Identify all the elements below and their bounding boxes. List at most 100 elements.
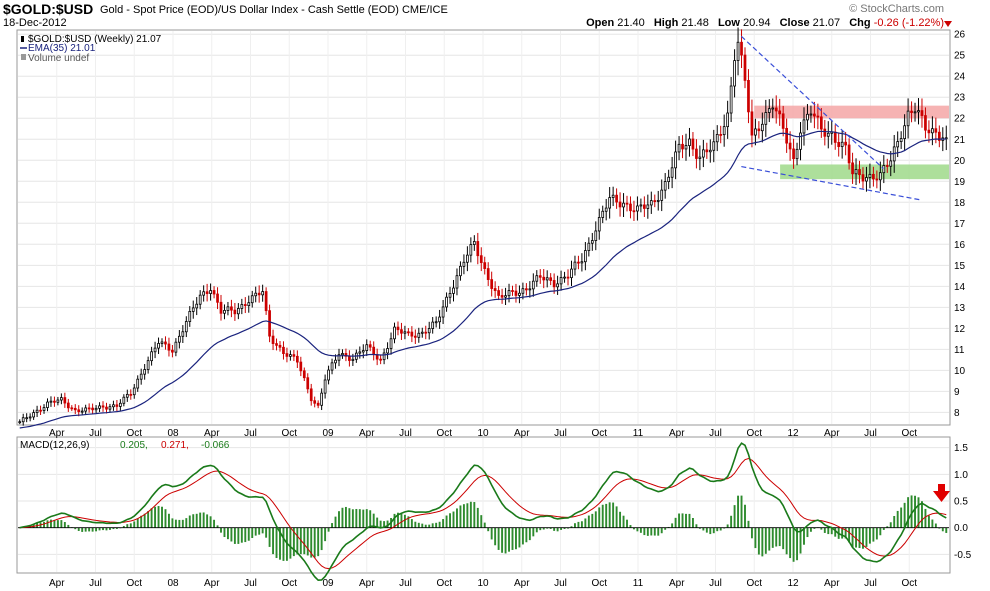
- macd-histogram-bar: [771, 527, 774, 548]
- candle-body: [80, 410, 84, 413]
- candle-body: [247, 302, 251, 307]
- candle-body: [747, 80, 750, 113]
- candle-body: [264, 291, 268, 312]
- macd-histogram-bar: [789, 527, 792, 559]
- candle-body: [667, 176, 671, 182]
- price-x-tick-label: Jul: [89, 428, 102, 439]
- macd-histogram-bar: [102, 527, 104, 531]
- candle-body: [403, 331, 407, 334]
- candle-body: [840, 141, 844, 147]
- candle-body: [320, 392, 323, 406]
- macd-histogram-bar: [490, 527, 493, 540]
- macd-histogram-bar: [757, 527, 760, 555]
- candle-body: [643, 204, 646, 209]
- candle-body: [434, 321, 438, 324]
- macd-histogram-bar: [462, 504, 465, 528]
- candle-body: [84, 407, 88, 412]
- price-x-tick-label: Oct: [281, 428, 297, 439]
- macd-histogram-bar: [220, 527, 222, 533]
- candle-body: [722, 126, 726, 136]
- price-x-tick-label: Oct: [746, 428, 762, 439]
- candle-body: [91, 407, 94, 411]
- candle-body: [132, 387, 136, 396]
- candle-body: [688, 138, 691, 146]
- candle-body: [167, 343, 171, 351]
- price-y-tick-label: 11: [954, 345, 965, 356]
- macd-histogram-bar: [813, 527, 816, 529]
- candle-body: [622, 202, 625, 208]
- macd-histogram-bar: [917, 497, 920, 528]
- macd-histogram-bar: [823, 527, 826, 533]
- candle-body: [708, 149, 712, 153]
- candle-body: [584, 250, 587, 263]
- price-y-tick-label: 24: [954, 72, 966, 83]
- macd-histogram-bar: [167, 513, 170, 528]
- macd-histogram-bar: [351, 509, 354, 528]
- candle-body: [851, 162, 854, 175]
- macd-histogram-bar: [535, 527, 538, 533]
- macd-y-tick-label: 1.0: [954, 470, 968, 481]
- lower-trendline: [741, 165, 923, 201]
- candle-body: [87, 407, 91, 410]
- candle-body: [271, 335, 275, 344]
- candle-body: [889, 160, 893, 167]
- macd-histogram-bar: [174, 519, 177, 528]
- macd-histogram-bar: [528, 527, 531, 541]
- macd-histogram-bar: [941, 527, 944, 532]
- macd-histogram-bar: [844, 527, 847, 539]
- candle-body: [538, 275, 542, 278]
- macd-histogram-bar: [334, 516, 337, 528]
- macd-histogram-bar: [112, 527, 115, 530]
- candle-body: [351, 358, 355, 361]
- macd-histogram-bar: [254, 527, 257, 536]
- trendlines: [740, 35, 923, 201]
- candle-body: [309, 388, 313, 402]
- candle-body: [625, 202, 629, 205]
- candle-body: [743, 54, 747, 81]
- candle-body: [445, 296, 448, 308]
- candle-body: [323, 379, 327, 394]
- macd-histogram-bar: [778, 527, 781, 547]
- macd-histogram-bar: [261, 527, 264, 534]
- candle-body: [393, 326, 396, 340]
- macd-x-axis: Apr Jul Oct 08 Apr Jul Oct 09 Apr Jul Oct 10 Apr Jul O…: [49, 578, 917, 589]
- macd-histogram-bar: [362, 509, 365, 528]
- candle-body: [35, 409, 39, 413]
- candle-body: [254, 292, 258, 297]
- macd-histogram-bar: [626, 519, 628, 528]
- candle-body: [552, 280, 556, 288]
- macd-lines: [18, 442, 949, 582]
- price-x-tick-label: Apr: [824, 428, 840, 439]
- macd-histogram-bar: [320, 527, 323, 551]
- candle-body: [226, 306, 230, 311]
- macd-histogram-bar: [504, 527, 507, 554]
- candle-body: [424, 331, 428, 334]
- price-y-tick-label: 23: [954, 93, 966, 104]
- macd-histogram-bar: [279, 527, 281, 560]
- macd-histogram-bar: [88, 527, 91, 532]
- price-x-tick-label: Apr: [669, 428, 685, 439]
- macd-histogram-bar: [372, 513, 375, 528]
- candle-body: [476, 241, 480, 257]
- macd-histogram-bar: [740, 495, 743, 528]
- macd-histogram-bar: [893, 516, 896, 528]
- candle-body: [660, 189, 664, 201]
- macd-histogram-bar: [265, 527, 268, 538]
- macd-histogram-bar: [407, 516, 410, 528]
- macd-histogram-bar: [945, 527, 948, 533]
- open-label: Open: [586, 17, 615, 29]
- candle-body: [781, 113, 785, 129]
- candle-body: [153, 347, 157, 353]
- macd-histogram-bar: [577, 521, 580, 528]
- price-x-tick-label: Oct: [436, 428, 452, 439]
- macd-histogram-bar: [331, 523, 334, 528]
- candle-body: [66, 402, 70, 409]
- macd-histogram-bar: [386, 520, 389, 528]
- low-value: 20.94: [743, 17, 771, 29]
- candle-body: [813, 113, 816, 117]
- candle-body: [469, 244, 473, 256]
- price-y-tick-label: 9: [954, 387, 960, 398]
- macd-x-tick-label: Apr: [49, 578, 65, 589]
- candle-body: [639, 204, 643, 207]
- macd-x-tick-label: Apr: [824, 578, 840, 589]
